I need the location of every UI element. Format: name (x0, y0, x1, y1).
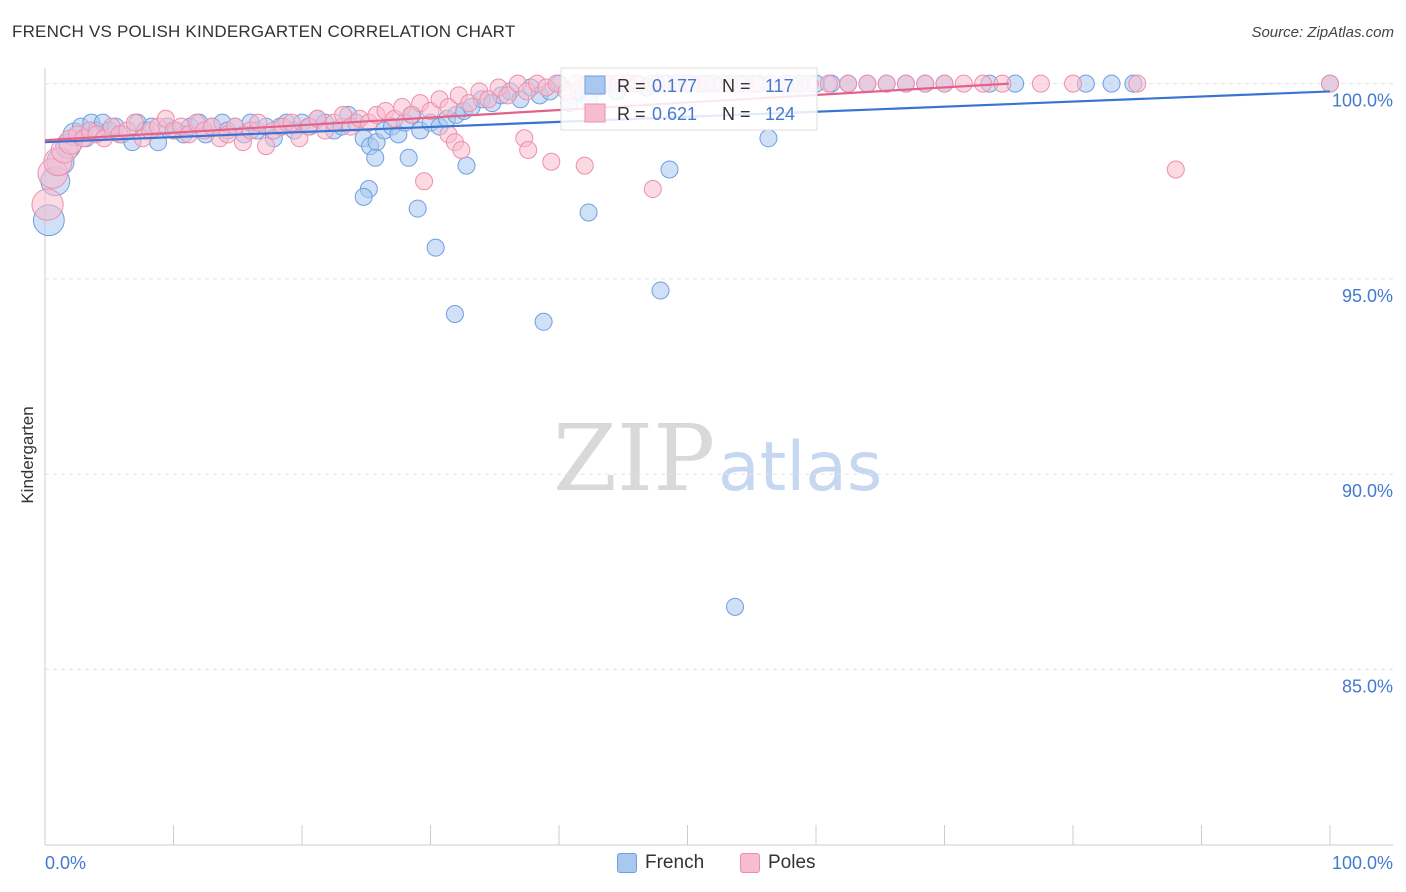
french-point-116 (726, 597, 745, 616)
legend-label-french: French (645, 852, 705, 873)
french-point-111 (534, 312, 553, 331)
poles-point-13 (125, 113, 144, 132)
french-point-112 (579, 203, 598, 222)
french-point-115 (759, 129, 778, 148)
poles-point-89 (954, 74, 973, 93)
poles-point-84 (858, 74, 877, 93)
poles-point-88 (935, 74, 954, 93)
french-point-100 (1102, 74, 1121, 93)
poles-point-0 (31, 188, 64, 221)
stats-legend-swatch-french (584, 75, 606, 95)
x-tick-labels: 0.0% 100.0% (45, 853, 1393, 873)
poles-point-85 (877, 74, 896, 93)
x-tick-label-100: 100.0% (1332, 853, 1393, 873)
poles-point-26 (226, 117, 245, 136)
series-legend: French Poles (0, 852, 1406, 878)
poles-point-102 (542, 152, 561, 171)
legend-swatch-poles (740, 853, 760, 873)
french-point-103 (366, 148, 385, 167)
poles-point-105 (1166, 160, 1185, 179)
poles-point-55 (479, 90, 498, 109)
watermark-zip: ZIP (553, 405, 715, 512)
poles-point-57 (498, 86, 517, 105)
french-point-109 (457, 156, 476, 175)
french-point-108 (426, 238, 445, 257)
french-point-114 (660, 160, 679, 179)
poles-point-104 (643, 180, 662, 199)
poles-point-101 (519, 140, 538, 159)
legend-item-french[interactable]: French (617, 852, 704, 874)
y-tick-labels: 100.0% 95.0% 90.0% 85.0% (1332, 91, 1393, 697)
watermark-atlas: atlas (718, 428, 882, 507)
poles-point-90 (974, 74, 993, 93)
poles-point-53 (460, 94, 479, 113)
stats-r-value-poles: 0.621 (652, 104, 697, 124)
stats-legend-swatch-poles (584, 103, 606, 123)
chart-title: FRENCH VS POLISH KINDERGARTEN CORRELATIO… (12, 22, 516, 41)
y-tick-label-95: 95.0% (1342, 286, 1393, 306)
poles-point-99 (452, 140, 471, 159)
series-french-points (32, 74, 1339, 616)
stats-n-label-french: N = (722, 76, 751, 96)
y-tick-label-100: 100.0% (1332, 91, 1393, 111)
legend-label-poles: Poles (768, 852, 816, 873)
stats-n-label-poles: N = (722, 104, 751, 124)
french-point-105 (354, 187, 373, 206)
french-point-110 (445, 304, 464, 323)
x-tick-label-0: 0.0% (45, 853, 86, 873)
poles-point-96 (415, 172, 434, 191)
stats-legend: R = 0.177 N = 117 R = 0.621 N = 124 (560, 67, 818, 131)
stats-r-value-french: 0.177 (652, 76, 697, 96)
poles-point-103 (575, 156, 594, 175)
y-tick-label-90: 90.0% (1342, 481, 1393, 501)
stats-n-value-poles: 124 (765, 104, 795, 124)
poles-point-30 (257, 137, 276, 156)
french-point-106 (408, 199, 427, 218)
poles-point-82 (819, 74, 838, 93)
poles-trend-line (44, 82, 1009, 142)
legend-item-poles[interactable]: Poles (740, 852, 816, 874)
poles-point-93 (1064, 74, 1082, 93)
grid-lines (45, 83, 1393, 670)
poles-point-86 (896, 74, 915, 93)
x-ticks (173, 825, 1331, 845)
poles-point-33 (282, 113, 301, 132)
chart-source: Source: ZipAtlas.com (1251, 24, 1394, 41)
french-point-113 (651, 281, 670, 300)
legend-swatch-french (617, 853, 637, 873)
y-tick-label-85: 85.0% (1342, 676, 1393, 696)
watermark: ZIP atlas (553, 405, 882, 512)
french-point-107 (399, 148, 418, 167)
poles-point-92 (1031, 74, 1050, 93)
poles-point-95 (1321, 74, 1339, 93)
stats-n-value-french: 117 (765, 76, 794, 96)
poles-point-94 (1128, 74, 1147, 93)
stats-r-label-poles: R = (617, 104, 646, 124)
stats-r-label-french: R = (617, 76, 646, 96)
poles-point-83 (839, 74, 858, 93)
